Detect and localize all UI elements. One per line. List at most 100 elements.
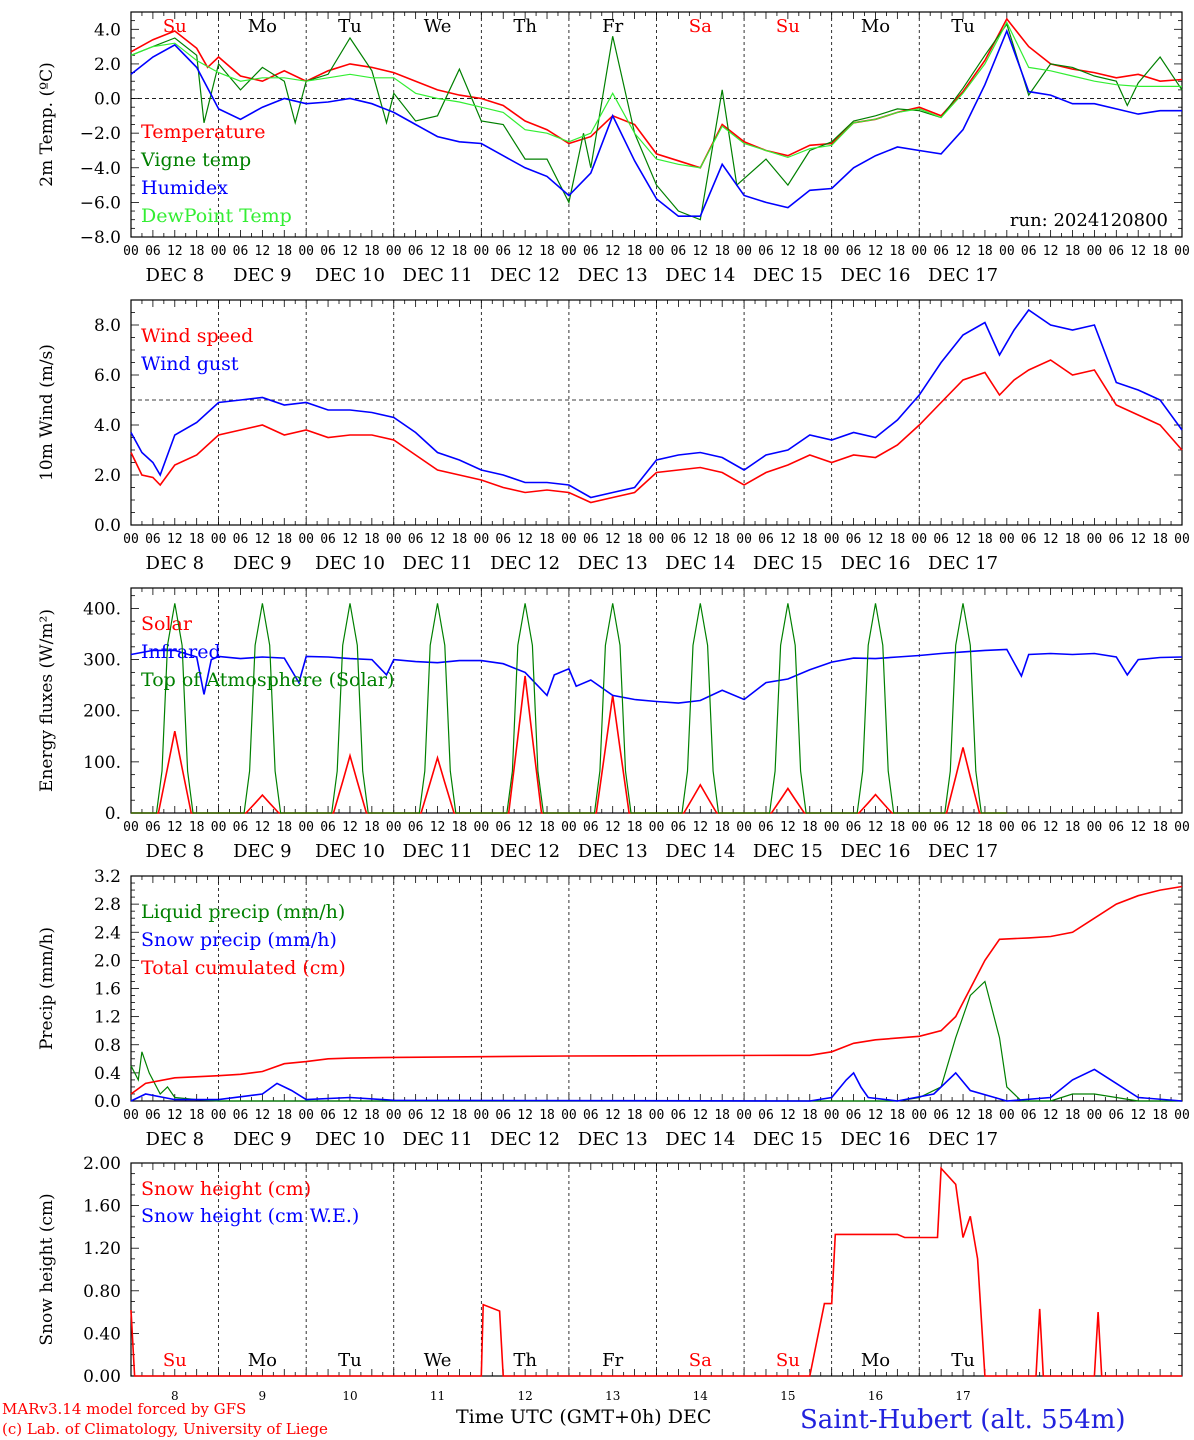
- weekday-label: Su: [163, 16, 187, 37]
- day-number-label: 16: [868, 1389, 883, 1403]
- date-label: DEC 17: [928, 553, 998, 574]
- hour-tick-label: 00: [1087, 1108, 1103, 1123]
- legend-entry: Snow height (cm W.E.): [141, 1205, 359, 1227]
- date-label: DEC 14: [665, 553, 735, 574]
- lab-credit: (c) Lab. of Climatology, University of L…: [2, 1420, 328, 1438]
- hour-tick-label: 06: [233, 820, 249, 835]
- hour-tick-label: 00: [123, 820, 139, 835]
- legend-entry: Total cumulated (cm): [141, 957, 346, 979]
- hour-tick-label: 18: [1152, 820, 1168, 835]
- hour-tick-label: 18: [452, 244, 468, 259]
- hour-tick-label: 06: [320, 1108, 336, 1123]
- y-tick-label: −4.0: [80, 159, 121, 179]
- hour-tick-label: 12: [780, 244, 796, 259]
- hour-tick-label: 18: [189, 820, 205, 835]
- hour-tick-label: 18: [189, 1108, 205, 1123]
- y-tick-label: 200.: [83, 702, 121, 722]
- y-tick-label: 4.0: [94, 20, 121, 40]
- plot-frame: [130, 299, 1183, 526]
- weekday-label: We: [424, 1350, 452, 1371]
- date-label: DEC 11: [403, 553, 473, 574]
- date-label: DEC 10: [315, 265, 385, 286]
- y-tick-label: 0.0: [94, 1092, 121, 1112]
- hour-tick-label: 18: [627, 820, 643, 835]
- model-credit: MARv3.14 model forced by GFS: [2, 1400, 246, 1418]
- hour-tick-label: 18: [539, 244, 555, 259]
- hour-tick-label: 00: [736, 532, 752, 547]
- date-label: DEC 8: [146, 1129, 205, 1150]
- hour-tick-label: 12: [780, 820, 796, 835]
- hour-tick-label: 12: [342, 532, 358, 547]
- hour-tick-label: 06: [1021, 820, 1037, 835]
- hour-tick-label: 12: [1130, 532, 1146, 547]
- hour-tick-label: 18: [276, 532, 292, 547]
- hour-tick-label: 12: [692, 1108, 708, 1123]
- day-number-label: 17: [955, 1389, 970, 1403]
- hour-tick-label: 12: [255, 820, 271, 835]
- hour-tick-label: 00: [999, 532, 1015, 547]
- hour-tick-label: 06: [758, 820, 774, 835]
- date-label: DEC 12: [490, 553, 560, 574]
- hour-tick-label: 00: [911, 820, 927, 835]
- weekday-label: Fr: [602, 1350, 623, 1371]
- series-line-wind-speed: [130, 359, 1183, 504]
- legend-entry: Solar: [141, 613, 193, 635]
- y-tick-label: 0.0: [94, 516, 121, 536]
- date-label: DEC 11: [403, 265, 473, 286]
- hour-tick-label: 06: [583, 244, 599, 259]
- hour-tick-label: 06: [1021, 1108, 1037, 1123]
- date-label: DEC 10: [315, 553, 385, 574]
- legend-entry: Snow precip (mm/h): [141, 929, 337, 951]
- hour-tick-label: 12: [517, 532, 533, 547]
- date-label: DEC 8: [146, 553, 205, 574]
- weekday-label: Su: [776, 1350, 800, 1371]
- hour-tick-label: 18: [364, 1108, 380, 1123]
- y-tick-label: 0.: [105, 804, 121, 824]
- hour-tick-label: 06: [758, 244, 774, 259]
- hour-tick-label: 00: [561, 820, 577, 835]
- weekday-label: Tu: [338, 1350, 362, 1371]
- hour-tick-label: 06: [1021, 532, 1037, 547]
- date-label: DEC 10: [315, 1129, 385, 1150]
- hour-tick-label: 12: [605, 532, 621, 547]
- hour-tick-label: 06: [933, 820, 949, 835]
- hour-tick-label: 06: [320, 532, 336, 547]
- hour-tick-label: 18: [714, 820, 730, 835]
- date-label: DEC 15: [753, 553, 823, 574]
- hour-tick-label: 18: [802, 532, 818, 547]
- legend-entry: Humidex: [141, 177, 228, 199]
- hour-tick-label: 12: [868, 1108, 884, 1123]
- hour-tick-label: 12: [255, 532, 271, 547]
- legend-entry: Top of Atmosphere (Solar): [141, 669, 394, 691]
- date-label: DEC 11: [403, 1129, 473, 1150]
- hour-tick-label: 18: [1152, 1108, 1168, 1123]
- hour-tick-label: 12: [1130, 820, 1146, 835]
- hour-tick-label: 06: [1108, 820, 1124, 835]
- hour-tick-label: 18: [802, 820, 818, 835]
- weekday-label: Tu: [951, 16, 975, 37]
- hour-tick-label: 00: [474, 820, 490, 835]
- hour-tick-label: 18: [802, 244, 818, 259]
- hour-tick-label: 18: [1065, 820, 1081, 835]
- hour-tick-label: 00: [911, 244, 927, 259]
- hour-tick-label: 12: [1043, 820, 1059, 835]
- hour-tick-label: 06: [583, 820, 599, 835]
- hour-tick-label: 00: [123, 1108, 139, 1123]
- date-label: DEC 15: [753, 1129, 823, 1150]
- hour-tick-label: 18: [539, 1108, 555, 1123]
- y-tick-label: −6.0: [80, 193, 121, 213]
- y-tick-label: 1.2: [94, 1008, 121, 1028]
- hour-tick-label: 06: [320, 244, 336, 259]
- date-label: DEC 14: [665, 1129, 735, 1150]
- hour-tick-label: 18: [714, 532, 730, 547]
- weekday-label: Mo: [248, 16, 277, 37]
- date-label: DEC 12: [490, 841, 560, 862]
- y-tick-label: 0.0: [94, 90, 121, 110]
- series-line-vigne-temp: [130, 22, 1183, 221]
- day-number-label: 12: [517, 1389, 532, 1403]
- weekday-label: Sa: [689, 1350, 712, 1371]
- run-label: run: 2024120800: [1010, 210, 1168, 231]
- date-label: DEC 9: [233, 265, 292, 286]
- weekday-label: Sa: [689, 16, 712, 37]
- hour-tick-label: 00: [474, 244, 490, 259]
